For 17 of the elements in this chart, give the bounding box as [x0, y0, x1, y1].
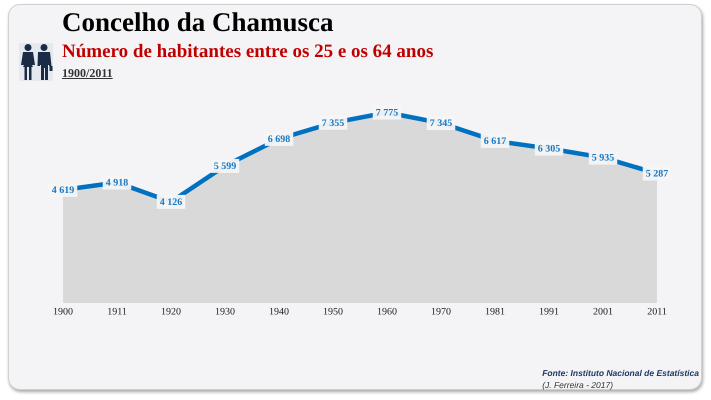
x-tick-label: 1900: [53, 306, 73, 318]
x-tick-label: 1991: [539, 306, 559, 318]
x-tick-label: 2011: [647, 306, 667, 318]
x-tick-label: 1981: [485, 306, 505, 318]
source-note: Fonte: Instituto Nacional de Estatística: [542, 367, 699, 379]
x-tick-label: 1970: [431, 306, 451, 318]
text: 1900/2011: [62, 66, 113, 80]
x-tick-label: 1920: [161, 306, 181, 318]
x-tick-label: 1950: [323, 306, 343, 318]
x-tick-label: 1960: [377, 306, 397, 318]
x-tick-label: 2001: [593, 306, 613, 318]
text: (J. Ferreira - 2017): [542, 379, 614, 391]
chart-subtitle: Número de habitantes entre os 25 e os 64 anos: [62, 41, 434, 63]
chart-title: Concelho da Chamusca: [62, 6, 334, 38]
x-tick-label: 1940: [269, 306, 289, 318]
x-tick-label: 1911: [107, 306, 127, 318]
x-tick-label: 1930: [215, 306, 235, 318]
